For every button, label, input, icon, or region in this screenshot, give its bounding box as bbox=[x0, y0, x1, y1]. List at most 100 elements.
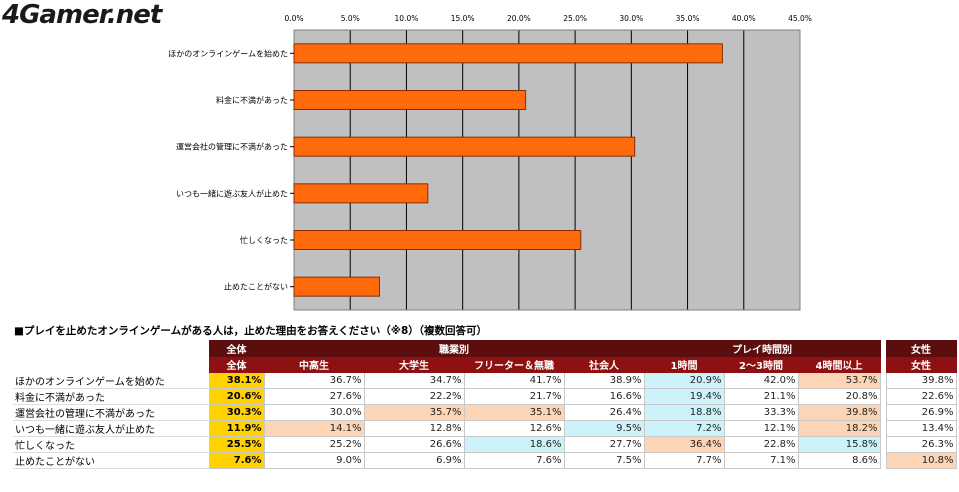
value-cell: 27.7% bbox=[563, 435, 645, 453]
row-label: 忙しくなった bbox=[13, 436, 209, 453]
plot-border bbox=[293, 29, 801, 311]
cell-gap bbox=[880, 372, 886, 388]
header-gap bbox=[880, 340, 886, 357]
total-cell: 38.1% bbox=[208, 372, 265, 389]
value-cell: 9.5% bbox=[563, 419, 645, 437]
column-header: 社会人 bbox=[563, 356, 645, 373]
value-cell: 8.6% bbox=[797, 451, 881, 469]
plot-area bbox=[294, 30, 800, 310]
bar bbox=[293, 43, 723, 64]
table-row: ほかのオンラインゲームを始めた 38.1% 36.7% 34.7% 41.7% 38.9%… bbox=[13, 372, 957, 389]
group-header-occupation: 職業別 bbox=[263, 340, 645, 357]
value-cell: 42.0% bbox=[723, 372, 799, 389]
group-header-playtime: プレイ時間別 bbox=[643, 340, 881, 357]
header-spacer bbox=[13, 340, 209, 357]
column-header: 全体 bbox=[208, 356, 265, 373]
column-header: 4時間以上 bbox=[797, 356, 881, 373]
bar bbox=[293, 230, 582, 250]
value-cell: 53.7% bbox=[797, 372, 881, 389]
value-cell: 7.7% bbox=[643, 451, 725, 469]
value-cell: 25.2% bbox=[263, 435, 365, 453]
value-cell: 26.6% bbox=[363, 435, 465, 453]
value-cell: 6.9% bbox=[363, 451, 465, 469]
value-cell: 27.6% bbox=[263, 387, 365, 405]
bar bbox=[293, 183, 429, 204]
cell-gap bbox=[880, 420, 886, 436]
total-cell: 20.6% bbox=[208, 387, 265, 405]
value-cell: 14.1% bbox=[263, 419, 365, 437]
value-cell: 22.8% bbox=[723, 435, 799, 453]
table-row: 忙しくなった 25.5% 25.2% 26.6% 18.6% 27.7% 36.4% 22.8… bbox=[13, 435, 957, 453]
category-label: 料金に不満があった bbox=[216, 95, 288, 105]
category-label: ほかのオンラインゲームを始めた bbox=[168, 48, 288, 58]
value-cell: 13.4% bbox=[885, 419, 957, 437]
value-cell: 35.1% bbox=[463, 403, 565, 421]
bar bbox=[293, 90, 527, 110]
table-title: ■プレイを止めたオンラインゲームがある人は，止めた理由をお答えください（※8）（… bbox=[14, 325, 488, 337]
cell-gap bbox=[880, 404, 886, 420]
column-header: 中高生 bbox=[263, 356, 365, 373]
site-logo: 4Gamer.net bbox=[2, 0, 162, 30]
cell-gap bbox=[880, 388, 886, 404]
value-cell: 30.0% bbox=[263, 403, 365, 421]
value-cell: 18.6% bbox=[463, 435, 565, 453]
value-cell: 20.8% bbox=[797, 387, 881, 405]
x-tick-label: 5.0% bbox=[341, 14, 360, 23]
value-cell: 7.1% bbox=[723, 451, 799, 469]
category-label: 忙しくなった bbox=[240, 235, 288, 245]
x-tick-label: 40.0% bbox=[732, 14, 756, 23]
group-header-total: 全体 bbox=[208, 340, 265, 357]
value-cell: 9.0% bbox=[263, 451, 365, 469]
category-label: 運営会社の管理に不満があった bbox=[176, 142, 288, 152]
value-cell: 10.8% bbox=[885, 451, 957, 469]
value-cell: 36.4% bbox=[643, 435, 725, 453]
value-cell: 38.9% bbox=[563, 372, 645, 389]
value-cell: 26.4% bbox=[563, 403, 645, 421]
row-label: いつも一緒に遊ぶ友人が止めた bbox=[13, 420, 209, 437]
cell-gap bbox=[880, 436, 886, 452]
x-tick-label: 35.0% bbox=[676, 14, 700, 23]
total-cell: 11.9% bbox=[208, 419, 265, 437]
table-row: 料金に不満があった 20.6% 27.6% 22.2% 21.7% 16.6% 19.4% 2… bbox=[13, 387, 957, 405]
value-cell: 7.5% bbox=[563, 451, 645, 469]
value-cell: 16.6% bbox=[563, 387, 645, 405]
value-cell: 39.8% bbox=[797, 403, 881, 421]
bar-chart: 0.0% 5.0% 10.0% 15.0% 20.0% 25.0% 30.0% 35.0% 40… bbox=[168, 14, 812, 311]
value-cell: 12.8% bbox=[363, 419, 465, 437]
x-tick-label: 30.0% bbox=[619, 14, 643, 23]
total-cell: 30.3% bbox=[208, 403, 265, 421]
total-cell: 7.6% bbox=[208, 451, 265, 469]
column-header: 女性 bbox=[885, 356, 957, 373]
row-label: 運営会社の管理に不満があった bbox=[13, 404, 209, 421]
column-header: 1時間 bbox=[643, 356, 725, 373]
table-row: いつも一緒に遊ぶ友人が止めた 11.9% 14.1% 12.8% 12.6% 9.5% 7.… bbox=[13, 419, 957, 437]
column-header: 大学生 bbox=[363, 356, 465, 373]
group-header-female: 女性 bbox=[885, 340, 957, 357]
value-cell: 15.8% bbox=[797, 435, 881, 453]
value-cell: 22.6% bbox=[885, 387, 957, 405]
value-cell: 18.8% bbox=[643, 403, 725, 421]
value-cell: 21.7% bbox=[463, 387, 565, 405]
value-cell: 20.9% bbox=[643, 372, 725, 389]
value-cell: 36.7% bbox=[263, 372, 365, 389]
value-cell: 34.7% bbox=[363, 372, 465, 389]
x-tick-label: 25.0% bbox=[563, 14, 587, 23]
value-cell: 33.3% bbox=[723, 403, 799, 421]
value-cell: 7.6% bbox=[463, 451, 565, 469]
x-tick-label: 10.0% bbox=[395, 14, 419, 23]
row-label: 料金に不満があった bbox=[13, 388, 209, 405]
x-tick-label: 45.0% bbox=[788, 14, 812, 23]
value-cell: 21.1% bbox=[723, 387, 799, 405]
cell-gap bbox=[880, 452, 886, 468]
header-spacer bbox=[13, 356, 209, 373]
value-cell: 26.9% bbox=[885, 403, 957, 421]
header-gap bbox=[880, 356, 886, 373]
value-cell: 22.2% bbox=[363, 387, 465, 405]
row-label: ほかのオンラインゲームを始めた bbox=[13, 372, 209, 389]
value-cell: 39.8% bbox=[885, 372, 957, 389]
bar bbox=[293, 276, 380, 297]
value-cell: 41.7% bbox=[463, 372, 565, 389]
table-row: 止めたことがない 7.6% 9.0% 6.9% 7.6% 7.5% 7.7% 7.1% 8.6%… bbox=[13, 451, 957, 469]
x-tick-label: 0.0% bbox=[284, 14, 303, 23]
value-cell: 7.2% bbox=[643, 419, 725, 437]
